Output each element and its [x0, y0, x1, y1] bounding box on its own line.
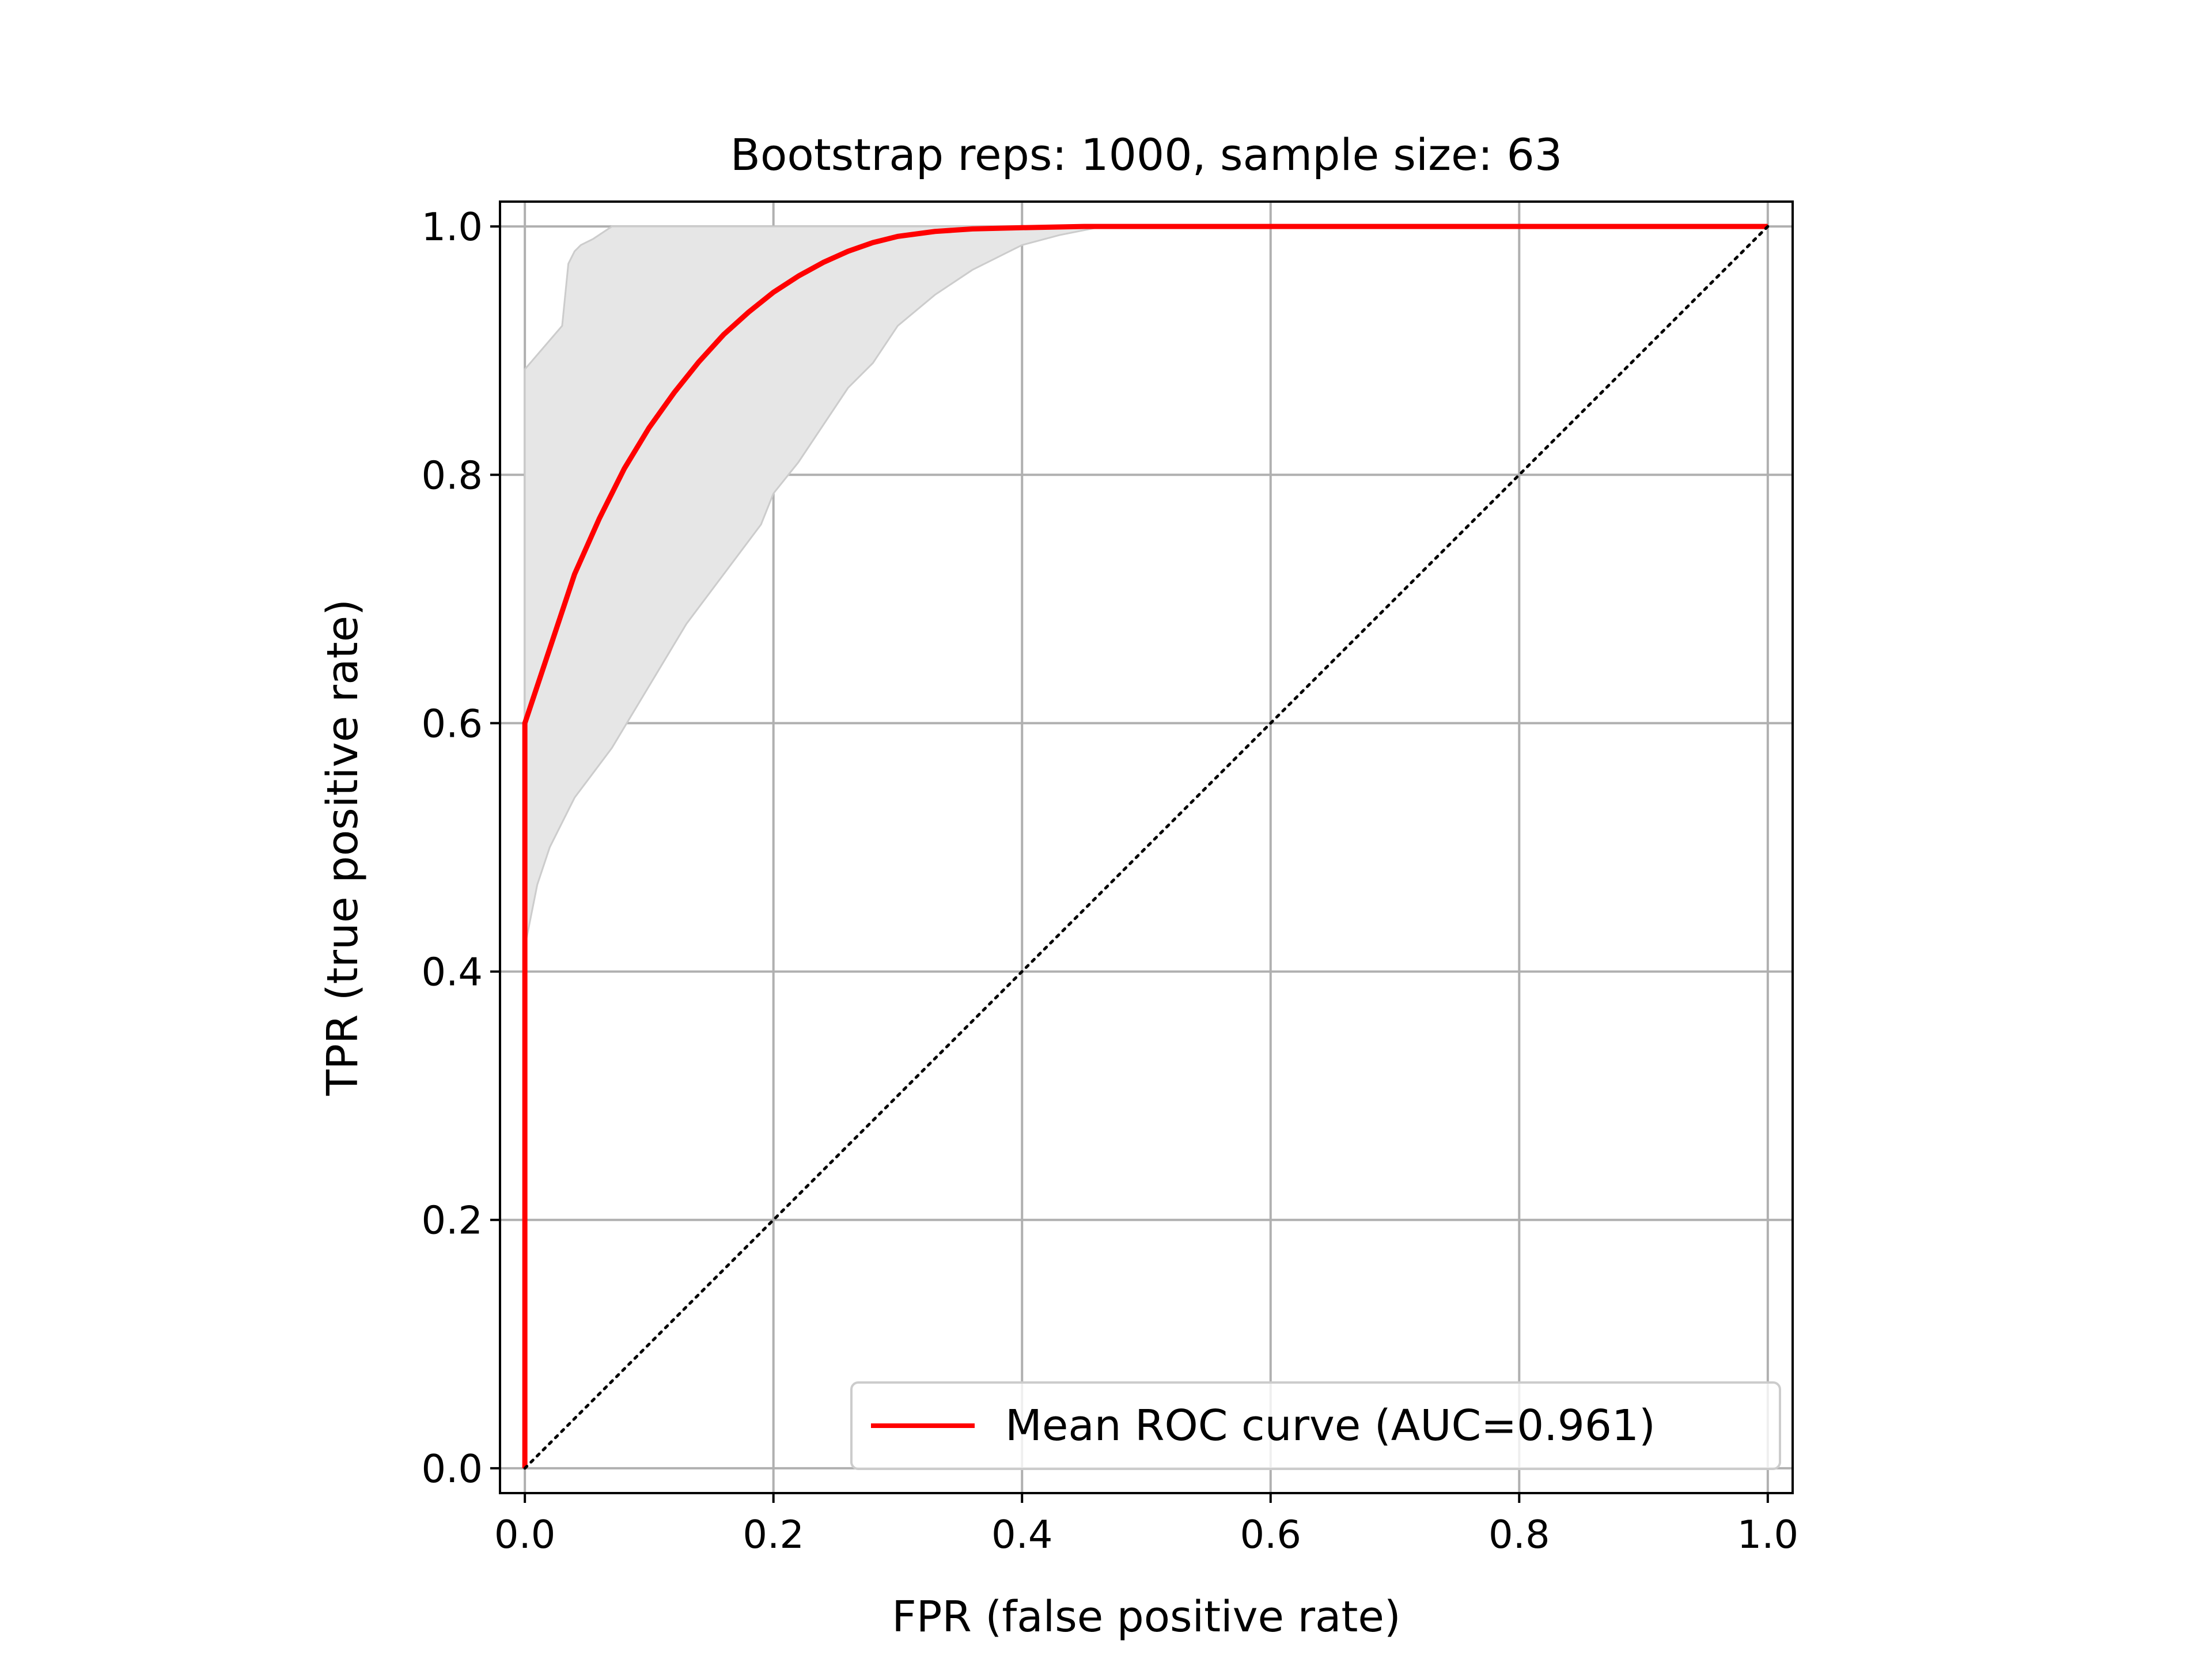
y-tick-label-0: 0.0: [421, 1446, 483, 1491]
confidence-band-layer: [524, 225, 1768, 1468]
legend-label-mean-roc: Mean ROC curve (AUC=0.961): [1005, 1401, 1656, 1450]
x-tick-label-3: 0.6: [1240, 1512, 1301, 1557]
y-tick-label-4: 0.8: [421, 453, 483, 498]
x-tick-label-4: 0.8: [1488, 1512, 1550, 1557]
y-tick-label-5: 1.0: [421, 204, 483, 249]
x-ticks: 0.0 0.2 0.4 0.6 0.8 1.0: [494, 1493, 1798, 1557]
legend-box: [850, 1381, 1781, 1470]
mean-roc-curve-line: [522, 224, 1768, 1468]
y-ticks: 0.0 0.2 0.4 0.6 0.8 1.0: [421, 204, 500, 1491]
x-tick-label-2: 0.4: [991, 1512, 1053, 1557]
x-tick-label-5: 1.0: [1737, 1512, 1799, 1557]
y-axis-label: TPR (true positive rate): [318, 599, 368, 1096]
plot-frame: [499, 200, 1794, 1494]
y-tick-label-3: 0.6: [421, 701, 483, 746]
x-tick-label-1: 0.2: [743, 1512, 804, 1557]
legend: Mean ROC curve (AUC=0.961): [850, 1381, 1781, 1470]
series-layer: [522, 224, 1770, 1470]
chance-diagonal-line: [523, 225, 1770, 1470]
x-axis-label: FPR (false positive rate): [892, 1592, 1401, 1642]
confidence-band: [524, 225, 1768, 1468]
y-tick-label-2: 0.4: [421, 950, 483, 995]
x-tick-label-0: 0.0: [494, 1512, 556, 1557]
grid: [500, 202, 1793, 1493]
chart-title: Bootstrap reps: 1000, sample size: 63: [730, 129, 1563, 180]
y-tick-label-1: 0.2: [421, 1198, 483, 1243]
